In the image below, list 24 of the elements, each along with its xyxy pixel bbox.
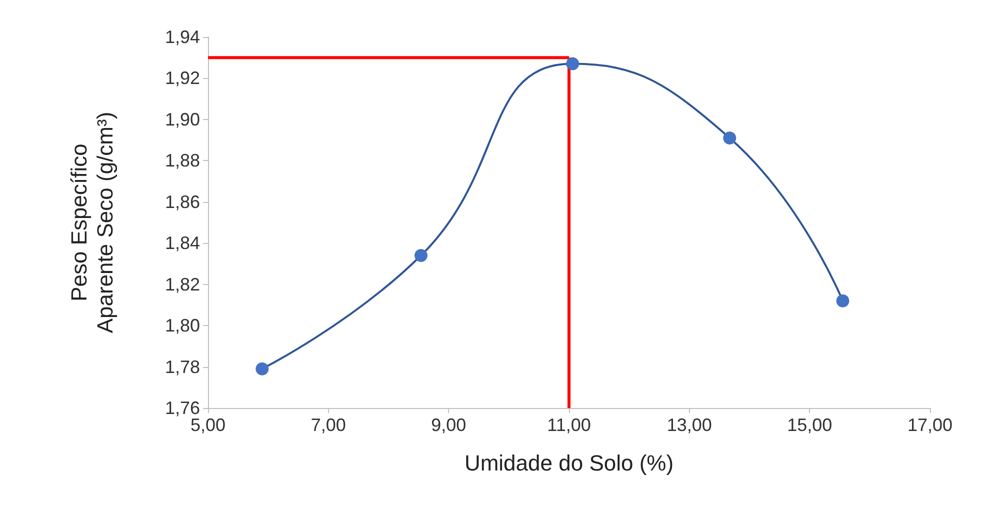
y-axis-title: Peso Específico Aparente Seco (g/cm³) [66, 112, 118, 334]
x-tick-label: 11,00 [547, 415, 591, 435]
y-tick-label: 1,80 [164, 316, 200, 336]
y-tick-label: 1,78 [164, 356, 200, 377]
x-tick-label: 15,00 [787, 415, 832, 435]
point [256, 362, 269, 376]
point [836, 294, 850, 308]
y-tick-label: 1,88 [164, 150, 200, 171]
point [414, 248, 428, 262]
x-axis-title: Umidade do Solo (%) [464, 450, 674, 476]
point [566, 57, 580, 70]
y-tick-label: 1,76 [164, 398, 200, 418]
y-tick-label: 1,82 [164, 274, 200, 294]
y-tick-label: 1,86 [164, 192, 200, 212]
x-tick-label: 9,00 [431, 415, 466, 435]
x-tick-label: 17,00 [907, 415, 953, 435]
x-tick-label: 5,00 [190, 415, 226, 435]
x-tick-label: 13,00 [666, 415, 712, 435]
x-tick-label: 7,00 [310, 415, 346, 435]
point [723, 131, 736, 144]
y-tick-label: 1,94 [164, 27, 200, 47]
y-tick-label: 1,92 [164, 68, 200, 88]
y-tick-label: 1,84 [164, 233, 200, 254]
y-tick-label: 1,90 [164, 109, 200, 130]
